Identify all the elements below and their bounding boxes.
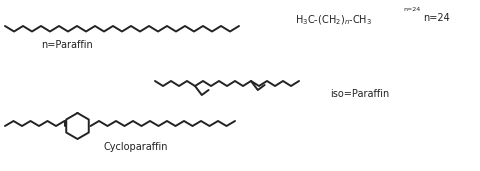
- Text: Cycloparaffin: Cycloparaffin: [104, 142, 168, 152]
- Text: iso=Paraffin: iso=Paraffin: [330, 89, 390, 99]
- Text: H$_3$C-(CH$_2$)$_n$-CH$_3$: H$_3$C-(CH$_2$)$_n$-CH$_3$: [295, 13, 372, 27]
- Text: n=24: n=24: [403, 7, 420, 12]
- Text: n=24: n=24: [423, 13, 450, 23]
- Text: n=Paraffin: n=Paraffin: [41, 40, 93, 50]
